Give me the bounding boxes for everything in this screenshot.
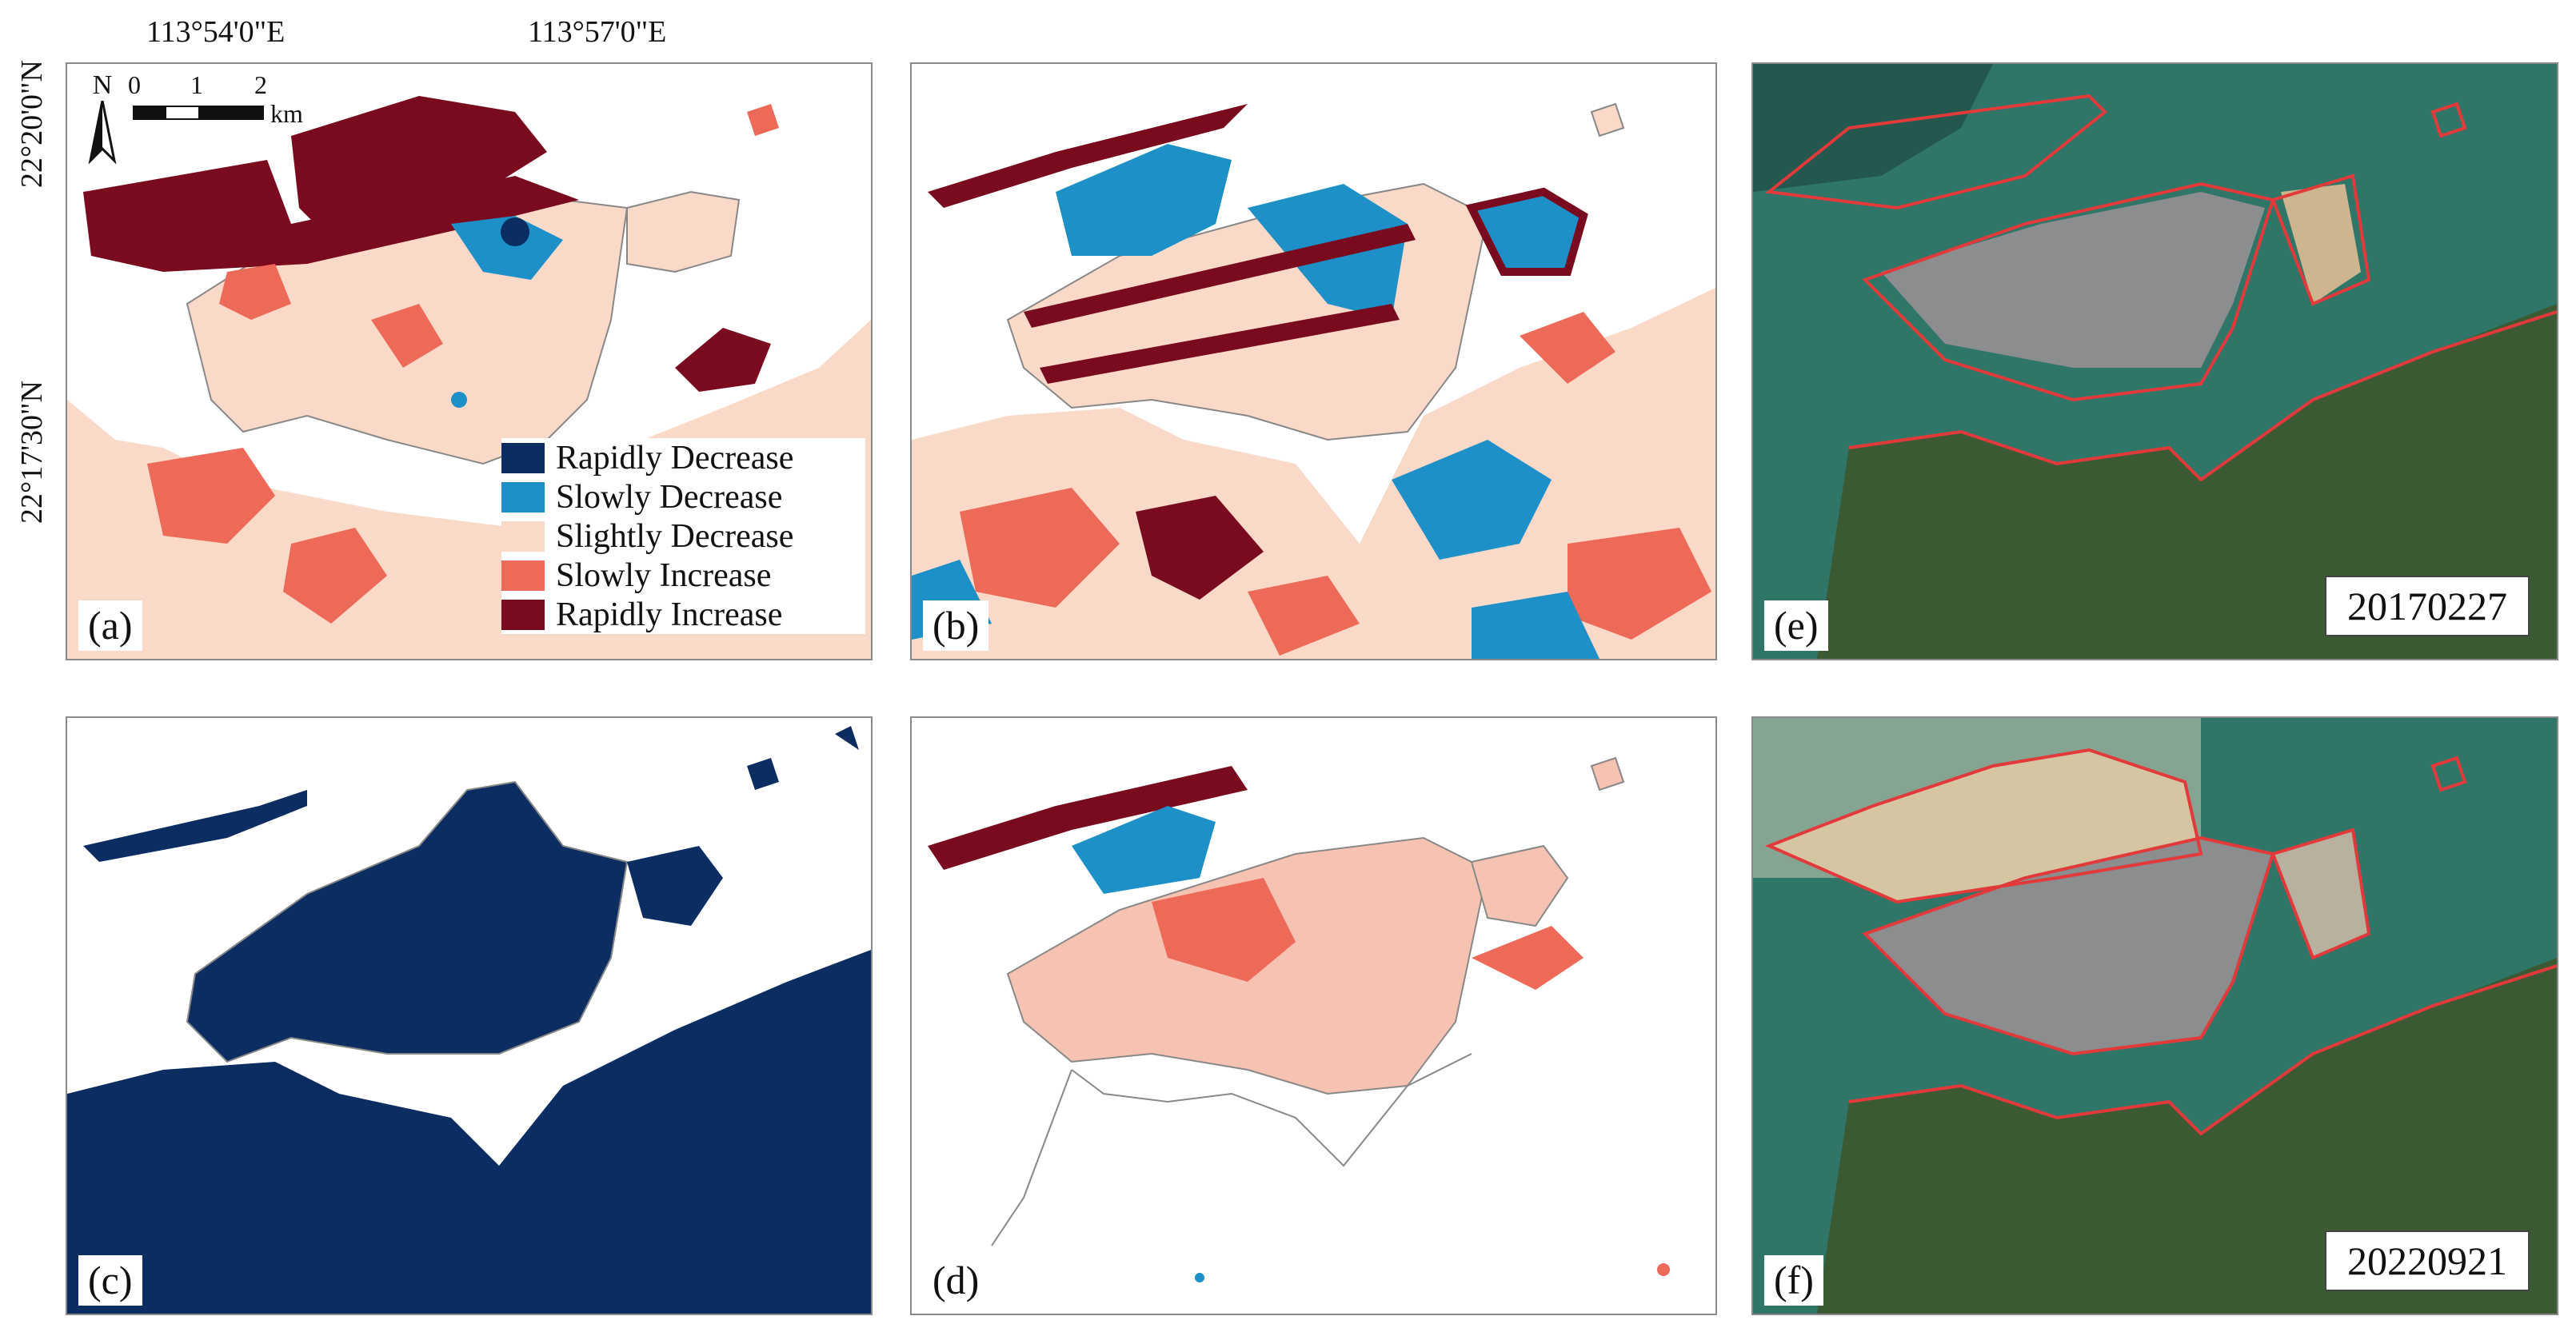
scale-tick-0: 0	[128, 70, 141, 99]
legend-label: Rapidly Increase	[556, 596, 783, 633]
longitude-label-2: 113°57'0"E	[528, 15, 667, 49]
scale-bar: 0 1 2 km	[128, 70, 373, 134]
scale-bar-graphic	[133, 106, 264, 120]
panel-label-a: (a)	[78, 600, 142, 651]
panel-label-e: (e)	[1764, 600, 1828, 651]
longitude-label-1: 113°54'0"E	[146, 15, 286, 49]
map-panel-d: (d)	[910, 716, 1717, 1315]
latitude-label-1: 22°20'0"N	[15, 60, 49, 188]
legend-label: Slightly Decrease	[556, 517, 794, 555]
legend-item-rapidly-increase: Rapidly Increase	[501, 595, 865, 634]
change-map-d	[928, 756, 1670, 1282]
legend-swatch	[501, 520, 545, 552]
latitude-label-2: 22°17'30"N	[15, 381, 49, 524]
image-date-f: 20220921	[2325, 1230, 2530, 1291]
map-panel-c: (c)	[66, 716, 873, 1315]
map-panel-a: N 0 1 2 km (a)	[66, 62, 873, 660]
scale-tick-2: 2	[254, 70, 267, 99]
north-arrow-icon	[88, 100, 117, 165]
satellite-panel-f: (f) 20220921	[1751, 716, 2558, 1315]
change-map-c	[67, 726, 871, 1314]
north-arrow: N	[78, 70, 126, 172]
change-map-b	[912, 102, 1715, 659]
scale-unit: km	[270, 99, 303, 128]
legend-swatch	[501, 442, 545, 473]
scale-tick-1: 1	[190, 70, 203, 99]
legend-item-rapidly-decrease: Rapidly Decrease	[501, 438, 865, 477]
legend-swatch	[501, 481, 545, 512]
satellite-image-f	[1753, 718, 2557, 1314]
legend-label: Slowly Decrease	[556, 478, 783, 516]
legend: Rapidly Decrease Slowly Decrease Slightl…	[501, 438, 865, 634]
legend-item-slightly-decrease: Slightly Decrease	[501, 516, 865, 556]
legend-swatch	[501, 599, 545, 630]
satellite-image-e	[1753, 64, 2557, 659]
legend-item-slowly-increase: Slowly Increase	[501, 556, 865, 595]
legend-item-slowly-decrease: Slowly Decrease	[501, 477, 865, 516]
panel-label-d: (d)	[923, 1255, 989, 1306]
panel-label-c: (c)	[78, 1255, 142, 1306]
satellite-panel-e: (e) 20170227	[1751, 62, 2558, 660]
image-date-e: 20170227	[2325, 576, 2530, 636]
panel-label-b: (b)	[923, 600, 989, 651]
legend-label: Slowly Increase	[556, 556, 772, 594]
north-label: N	[92, 70, 113, 100]
legend-label: Rapidly Decrease	[556, 439, 794, 477]
legend-swatch	[501, 560, 545, 591]
panel-label-f: (f)	[1764, 1255, 1823, 1306]
map-panel-b: (b)	[910, 62, 1717, 660]
